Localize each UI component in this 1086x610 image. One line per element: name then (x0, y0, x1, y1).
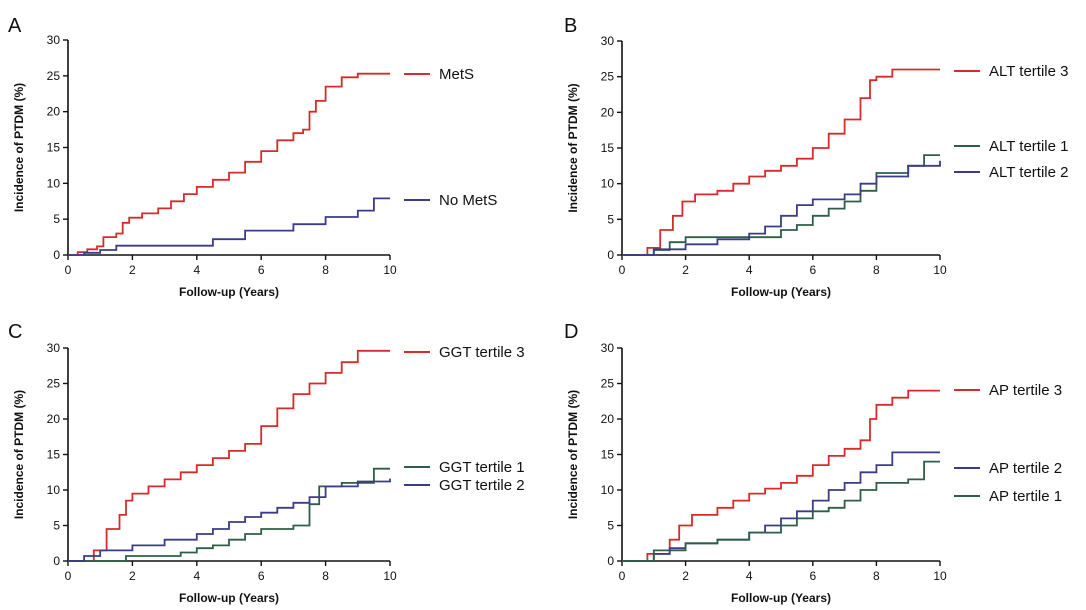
y-axis-title: Incidence of PTDM (%) (12, 83, 26, 212)
legend-label: ALT tertile 2 (989, 164, 1068, 181)
chart-panel-a: A 0 5 10 15 20 25 30 0 2 4 6 8 10 Follow-up (Years) Inc… (8, 15, 497, 299)
x-tick-label: 2 (682, 569, 689, 583)
panel-letter: B (564, 15, 577, 37)
x-tick-label: 10 (383, 263, 397, 277)
x-tick-label: 8 (322, 263, 329, 277)
y-tick-label: 0 (607, 248, 614, 262)
series-line-ap-tertile-2 (622, 451, 940, 562)
panel-letter: D (564, 321, 578, 343)
y-tick-label: 0 (607, 554, 614, 568)
series-line-mets (68, 72, 390, 256)
series-line-ggt-tertile-3 (68, 349, 390, 562)
y-tick-label: 10 (47, 483, 61, 497)
x-tick-label: 8 (873, 263, 880, 277)
legend-label: GGT tertile 1 (439, 459, 525, 476)
chart-panel-d: D 0 5 10 15 20 25 30 0 2 4 6 8 10 Follow-up (Years) Inc… (564, 321, 1062, 605)
legend-label: AP tertile 2 (989, 460, 1062, 477)
x-tick-label: 4 (746, 569, 753, 583)
x-tick-label: 10 (933, 263, 947, 277)
y-tick-label: 10 (47, 176, 61, 190)
series-line-no-mets (68, 197, 390, 256)
y-tick-label: 30 (47, 341, 61, 355)
x-tick-label: 0 (65, 263, 72, 277)
y-tick-label: 15 (601, 448, 615, 462)
x-tick-label: 4 (746, 263, 753, 277)
x-tick-label: 4 (193, 263, 200, 277)
y-tick-label: 10 (601, 483, 615, 497)
x-tick-label: 4 (193, 569, 200, 583)
x-tick-label: 0 (619, 569, 626, 583)
y-tick-label: 25 (47, 69, 61, 83)
series-line-ggt-tertile-2 (68, 478, 391, 562)
legend-label: AP tertile 1 (989, 488, 1062, 505)
x-tick-label: 8 (873, 569, 880, 583)
x-axis-title: Follow-up (Years) (179, 285, 279, 299)
y-tick-label: 25 (601, 70, 615, 84)
y-tick-label: 30 (601, 341, 615, 355)
y-tick-label: 20 (601, 412, 615, 426)
x-tick-label: 6 (258, 263, 265, 277)
panel-letter: C (8, 321, 22, 343)
y-tick-label: 25 (601, 377, 615, 391)
series-line-alt-tertile-1 (622, 154, 940, 256)
panel-letter: A (8, 15, 22, 37)
chart-panel-b: B 0 5 10 15 20 25 30 0 2 4 6 8 10 Follow-up (Years) Inc… (564, 15, 1068, 299)
y-tick-label: 15 (47, 448, 61, 462)
y-tick-label: 15 (601, 141, 615, 155)
series-line-alt-tertile-3 (622, 68, 940, 256)
legend-label: ALT tertile 3 (989, 63, 1068, 80)
y-tick-label: 0 (53, 248, 60, 262)
x-tick-label: 2 (682, 263, 689, 277)
y-tick-label: 20 (47, 105, 61, 119)
x-tick-label: 8 (322, 569, 329, 583)
legend-label: AP tertile 3 (989, 382, 1062, 399)
y-tick-label: 5 (607, 212, 614, 226)
x-tick-label: 6 (809, 263, 816, 277)
legend-label: No MetS (439, 192, 497, 209)
y-tick-label: 20 (47, 412, 61, 426)
x-tick-label: 0 (65, 569, 72, 583)
x-tick-label: 0 (619, 263, 626, 277)
y-tick-label: 5 (53, 212, 60, 226)
legend-label: MetS (439, 66, 474, 83)
y-tick-label: 5 (607, 519, 614, 533)
x-axis-title: Follow-up (Years) (179, 591, 279, 605)
series-line-ap-tertile-1 (622, 460, 940, 562)
x-tick-label: 6 (809, 569, 816, 583)
x-tick-label: 10 (383, 569, 397, 583)
y-tick-label: 30 (47, 33, 61, 47)
legend-label: ALT tertile 1 (989, 138, 1068, 155)
y-tick-label: 15 (47, 141, 61, 155)
y-tick-label: 0 (53, 554, 60, 568)
y-tick-label: 25 (47, 377, 61, 391)
y-axis-title: Incidence of PTDM (%) (12, 390, 26, 519)
x-tick-label: 2 (129, 263, 136, 277)
y-tick-label: 10 (601, 177, 615, 191)
series-line-ap-tertile-3 (622, 389, 940, 562)
y-tick-label: 30 (601, 34, 615, 48)
y-axis-title: Incidence of PTDM (%) (566, 390, 580, 519)
y-axis-title: Incidence of PTDM (%) (566, 83, 580, 212)
x-axis-title: Follow-up (Years) (731, 591, 831, 605)
legend-label: GGT tertile 3 (439, 344, 525, 361)
x-tick-label: 2 (129, 569, 136, 583)
x-axis-title: Follow-up (Years) (731, 285, 831, 299)
x-tick-label: 6 (258, 569, 265, 583)
series-line-ggt-tertile-1 (68, 467, 390, 562)
x-tick-label: 10 (933, 569, 947, 583)
series-line-alt-tertile-2 (622, 160, 941, 256)
legend-label: GGT tertile 2 (439, 477, 525, 494)
y-tick-label: 20 (601, 105, 615, 119)
chart-panel-c: C 0 5 10 15 20 25 30 0 2 4 6 8 10 Follow-up (Years) Inc… (8, 321, 525, 605)
y-tick-label: 5 (53, 519, 60, 533)
